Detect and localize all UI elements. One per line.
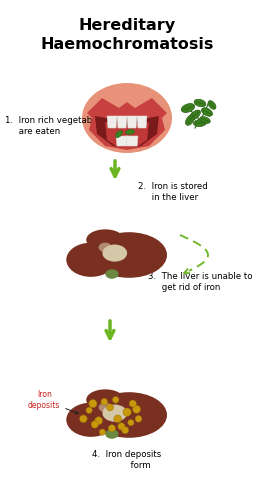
Ellipse shape xyxy=(86,390,124,410)
Circle shape xyxy=(89,400,97,407)
Polygon shape xyxy=(89,118,165,150)
Ellipse shape xyxy=(189,110,200,120)
Circle shape xyxy=(91,421,99,428)
Ellipse shape xyxy=(66,242,116,277)
Circle shape xyxy=(129,400,136,407)
Circle shape xyxy=(106,404,114,411)
Ellipse shape xyxy=(99,402,112,412)
Polygon shape xyxy=(95,116,159,148)
Ellipse shape xyxy=(194,100,206,106)
Text: 4.  Iron deposits
          form: 4. Iron deposits form xyxy=(92,450,162,469)
Ellipse shape xyxy=(194,120,207,126)
Ellipse shape xyxy=(86,230,124,250)
Polygon shape xyxy=(87,98,167,122)
Polygon shape xyxy=(105,122,149,148)
Text: 2.  Iron is stored
     in the liver: 2. Iron is stored in the liver xyxy=(138,182,208,202)
Circle shape xyxy=(123,408,131,416)
Ellipse shape xyxy=(185,114,195,126)
Polygon shape xyxy=(137,116,147,128)
Ellipse shape xyxy=(66,402,116,437)
Polygon shape xyxy=(126,136,138,146)
Text: 1.  Iron rich vegetables
     are eaten: 1. Iron rich vegetables are eaten xyxy=(5,116,104,136)
Polygon shape xyxy=(107,116,117,128)
Ellipse shape xyxy=(102,244,127,262)
Text: Iron
deposits: Iron deposits xyxy=(28,390,78,414)
Ellipse shape xyxy=(102,404,127,421)
Ellipse shape xyxy=(91,392,167,438)
Polygon shape xyxy=(105,122,149,148)
Ellipse shape xyxy=(181,104,195,112)
Circle shape xyxy=(95,417,103,424)
Circle shape xyxy=(114,415,121,422)
Circle shape xyxy=(86,407,92,414)
Ellipse shape xyxy=(105,269,119,279)
Ellipse shape xyxy=(125,130,134,134)
Polygon shape xyxy=(127,116,137,128)
Circle shape xyxy=(99,429,105,435)
Ellipse shape xyxy=(200,116,210,123)
Circle shape xyxy=(113,396,119,403)
Ellipse shape xyxy=(82,83,172,153)
Circle shape xyxy=(118,423,125,430)
Polygon shape xyxy=(95,116,159,148)
Polygon shape xyxy=(137,116,147,128)
Polygon shape xyxy=(107,116,117,128)
Ellipse shape xyxy=(201,108,213,116)
Circle shape xyxy=(133,406,140,413)
Polygon shape xyxy=(116,136,128,146)
Circle shape xyxy=(135,416,142,422)
Circle shape xyxy=(128,420,134,426)
Polygon shape xyxy=(117,116,127,128)
Polygon shape xyxy=(127,116,137,128)
Ellipse shape xyxy=(208,100,216,110)
Polygon shape xyxy=(117,116,127,128)
Polygon shape xyxy=(126,136,138,146)
Text: 3.  The liver is unable to
     get rid of iron: 3. The liver is unable to get rid of iro… xyxy=(148,272,252,291)
Ellipse shape xyxy=(115,130,123,138)
Polygon shape xyxy=(116,136,128,146)
Circle shape xyxy=(108,424,116,432)
Ellipse shape xyxy=(91,232,167,278)
Circle shape xyxy=(122,426,129,434)
Circle shape xyxy=(101,398,108,405)
Ellipse shape xyxy=(105,429,119,439)
Ellipse shape xyxy=(99,242,112,252)
Circle shape xyxy=(80,415,87,422)
Text: Hereditary
Haemochromatosis: Hereditary Haemochromatosis xyxy=(40,18,214,52)
